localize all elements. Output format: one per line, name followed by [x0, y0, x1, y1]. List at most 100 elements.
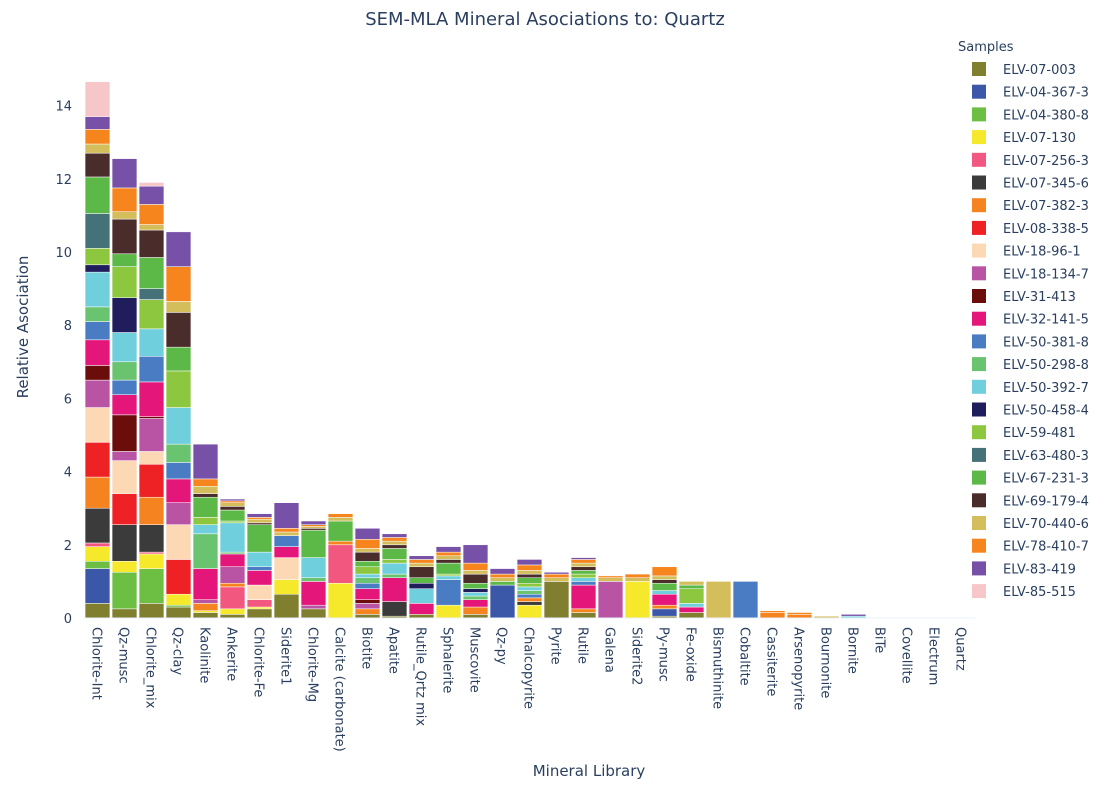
bar-apatite-elv-50-392-7[interactable] [381, 562, 408, 575]
legend-item[interactable]: ELV-07-003 [972, 62, 1076, 78]
bar-arsenopyrite-elv-07-382-3[interactable] [786, 614, 813, 619]
bar-siderite1-elv-83-419[interactable] [273, 502, 300, 529]
bar-qz-musc-elv-69-179-4[interactable] [111, 218, 138, 255]
bar-chlorite-fe-elv-32-141-5[interactable] [246, 570, 273, 586]
bar-chlorite-int-elv-63-480-3[interactable] [84, 213, 111, 249]
bar-biotite-elv-50-381-8[interactable] [354, 582, 381, 589]
bar-qz-musc-elv-50-458-4[interactable] [111, 297, 138, 333]
bar-chlorite-mix-elv-50-381-8[interactable] [138, 356, 165, 383]
bar-biotite-elv-07-382-3[interactable] [354, 608, 381, 615]
bar-chalcopyrite-elv-07-382-3[interactable] [516, 597, 543, 602]
legend-item[interactable]: ELV-04-367-3 [972, 84, 1089, 101]
bar-chlorite-mix-elv-32-141-5[interactable] [138, 381, 165, 417]
bar-kaolinite-elv-07-382-3[interactable] [192, 603, 219, 611]
legend-item[interactable]: ELV-07-382-3 [972, 198, 1089, 214]
bar-chlorite-int-elv-04-367-3[interactable] [84, 568, 111, 604]
bar-chlorite-int-elv-07-345-6[interactable] [84, 507, 111, 544]
legend-item[interactable]: ELV-50-458-4 [972, 402, 1089, 419]
bar-qz-clay-elv-50-298-8[interactable] [165, 443, 192, 463]
bar-kaolinite-elv-07-130[interactable] [192, 610, 219, 613]
legend-item[interactable]: ELV-07-345-6 [972, 175, 1089, 192]
bar-ankerite-elv-67-231-3[interactable] [219, 509, 246, 522]
bar-bismuthinite-elv-70-440-6[interactable] [705, 581, 732, 619]
bar-chlorite-int-elv-07-003[interactable] [84, 603, 111, 619]
bar-py-musc-elv-04-367-3[interactable] [651, 608, 678, 617]
bar-py-musc-elv-07-382-3[interactable] [651, 604, 678, 610]
bar-chlorite-mg-elv-32-141-5[interactable] [300, 581, 327, 606]
bar-chalcopyrite-elv-07-345-6[interactable] [516, 601, 543, 606]
bar-py-musc-elv-69-179-4[interactable] [651, 579, 678, 584]
bar-fe-oxide-elv-50-392-7[interactable] [678, 603, 705, 608]
bar-arsenopyrite-elv-78-410-7[interactable] [786, 612, 813, 615]
bar-chlorite-mg-elv-50-298-8[interactable] [300, 577, 327, 582]
bar-chlorite-int-elv-32-141-5[interactable] [84, 339, 111, 366]
bar-chalcopyrite-elv-59-481[interactable] [516, 582, 543, 588]
bar-rutile-qrtz-mix-elv-69-179-4[interactable] [408, 566, 435, 578]
bar-qz-py-elv-78-410-7[interactable] [489, 573, 516, 578]
bar-chlorite-mix-elv-04-380-8[interactable] [138, 568, 165, 604]
bar-qz-clay-elv-50-392-7[interactable] [165, 407, 192, 445]
bar-ankerite-elv-18-134-7[interactable] [219, 566, 246, 584]
bar-apatite-elv-07-345-6[interactable] [381, 601, 408, 617]
bar-qz-musc-elv-07-345-6[interactable] [111, 524, 138, 562]
legend-item[interactable]: ELV-69-179-4 [972, 493, 1089, 509]
bar-pyrite-elv-83-419[interactable] [543, 572, 570, 575]
bar-rutile-qrtz-mix-elv-78-410-7[interactable] [408, 559, 435, 564]
bar-chlorite-int-elv-69-179-4[interactable] [84, 152, 111, 178]
bar-muscovite-elv-50-458-4[interactable] [462, 588, 489, 593]
bar-sphalerite-elv-67-231-3[interactable] [435, 562, 462, 575]
bar-qz-clay-elv-07-003[interactable] [165, 606, 192, 619]
bar-py-musc-elv-32-141-5[interactable] [651, 593, 678, 606]
bar-chlorite-int-elv-50-458-4[interactable] [84, 264, 111, 273]
bar-ankerite-elv-59-481[interactable] [219, 520, 246, 524]
legend-item[interactable]: ELV-04-380-8 [972, 107, 1089, 123]
bar-chlorite-mg-elv-69-179-4[interactable] [300, 528, 327, 531]
bar-kaolinite-elv-67-231-3[interactable] [192, 496, 219, 518]
bar-qz-musc-elv-07-130[interactable] [111, 561, 138, 573]
bar-qz-py-elv-04-367-3[interactable] [489, 584, 516, 619]
bar-calcite-carbonate-elv-07-382-3[interactable] [327, 540, 354, 546]
bar-qz-musc-elv-18-134-7[interactable] [111, 451, 138, 461]
bar-chlorite-int-elv-85-515[interactable] [84, 81, 111, 117]
bar-muscovite-elv-07-003[interactable] [462, 614, 489, 619]
bar-kaolinite-elv-69-179-4[interactable] [192, 493, 219, 498]
bar-rutile-qrtz-mix-elv-67-231-3[interactable] [408, 577, 435, 584]
bar-biotite-elv-31-413[interactable] [354, 599, 381, 604]
bar-chlorite-int-elv-04-380-8[interactable] [84, 561, 111, 569]
bar-qz-musc-elv-18-96-1[interactable] [111, 460, 138, 494]
bar-kaolinite-elv-50-298-8[interactable] [192, 533, 219, 569]
bar-rutile-elv-07-003[interactable] [570, 612, 597, 619]
bar-chlorite-fe-elv-07-003[interactable] [246, 608, 273, 619]
bar-siderite1-elv-50-381-8[interactable] [273, 535, 300, 547]
bar-chlorite-int-elv-67-231-3[interactable] [84, 176, 111, 214]
bar-apatite-elv-69-179-4[interactable] [381, 544, 408, 549]
bar-qz-clay-elv-69-179-4[interactable] [165, 312, 192, 348]
bar-biotite-elv-59-481[interactable] [354, 566, 381, 575]
bar-chlorite-mg-elv-50-392-7[interactable] [300, 557, 327, 578]
bar-apatite-elv-70-440-6[interactable] [381, 540, 408, 546]
bar-qz-musc-elv-78-410-7[interactable] [111, 187, 138, 212]
bar-fe-oxide-elv-70-440-6[interactable] [678, 581, 705, 586]
bar-kaolinite-elv-78-410-7[interactable] [192, 478, 219, 487]
bar-chlorite-mg-elv-18-134-7[interactable] [300, 604, 327, 610]
bar-apatite-elv-32-141-5[interactable] [381, 577, 408, 602]
bar-chlorite-fe-elv-70-440-6[interactable] [246, 518, 273, 524]
bar-qz-clay-elv-04-380-8[interactable] [165, 604, 192, 608]
bar-chlorite-mg-elv-07-003[interactable] [300, 608, 327, 619]
bar-chlorite-fe-elv-83-419[interactable] [246, 513, 273, 518]
bar-siderite1-elv-07-130[interactable] [273, 579, 300, 595]
bar-chlorite-fe-elv-69-179-4[interactable] [246, 522, 273, 525]
bar-chlorite-mix-elv-07-256-3[interactable] [138, 551, 165, 555]
bar-chlorite-int-elv-07-382-3[interactable] [84, 476, 111, 509]
bar-chlorite-int-elv-18-96-1[interactable] [84, 407, 111, 443]
bar-rutile-elv-07-382-3[interactable] [570, 608, 597, 613]
bar-chlorite-fe-elv-78-410-7[interactable] [246, 517, 273, 520]
bar-biotite-elv-78-410-7[interactable] [354, 539, 381, 549]
bar-chlorite-mix-elv-59-481[interactable] [138, 299, 165, 330]
bar-pyrite-elv-70-440-6[interactable] [543, 577, 570, 582]
bar-kaolinite-elv-32-141-5[interactable] [192, 568, 219, 600]
bar-qz-clay-elv-67-231-3[interactable] [165, 346, 192, 372]
bar-apatite-elv-59-481[interactable] [381, 559, 408, 564]
bar-chlorite-int-elv-59-481[interactable] [84, 248, 111, 266]
bar-cassiterite-elv-07-382-3[interactable] [759, 612, 786, 619]
